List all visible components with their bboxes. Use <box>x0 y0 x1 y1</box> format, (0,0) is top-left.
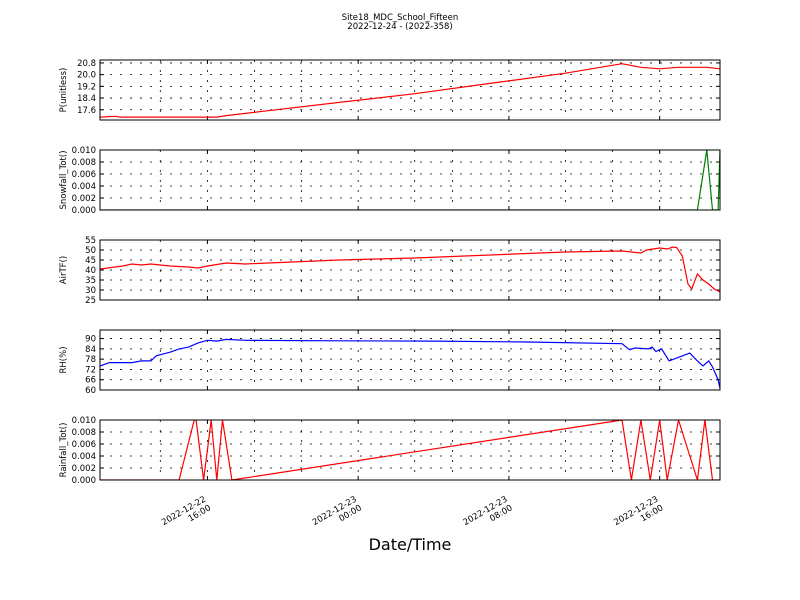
series-line-rainfall <box>100 420 720 480</box>
x-axis-label: Date/Time <box>369 535 452 554</box>
y-tick-label: 18.4 <box>77 94 96 104</box>
y-tick-label: 25 <box>85 296 96 306</box>
panel-snowfall: 0.000 0.002 0.004 0.006 0.008 0.010Snowfall_T… <box>59 146 721 216</box>
y-tick-label: 0.004 <box>72 182 96 192</box>
series-line-snowfall <box>100 150 720 210</box>
chart-subtitle: 2022-12-24 - (2022-358) <box>347 22 452 32</box>
series-line-rh <box>100 338 720 389</box>
y-tick-label: 0.006 <box>72 170 96 180</box>
y-axis-label: AirTF() <box>59 256 69 284</box>
y-tick-label: 0.008 <box>72 428 96 438</box>
y-tick-label: 50 <box>85 246 96 256</box>
y-tick-label: 0.004 <box>72 452 96 462</box>
y-tick-label: 0.002 <box>72 464 96 474</box>
axes-frame <box>99 329 721 391</box>
y-tick-label: 0.008 <box>72 158 96 168</box>
y-tick-label: 35 <box>85 276 96 286</box>
panel-p: 17.6 18.4 19.220.0 20.8 P(unitless) <box>59 59 721 121</box>
axes-frame <box>99 419 721 481</box>
y-tick-label: 19.2 <box>77 82 96 92</box>
panel-rainfall: 0.000 0.002 0.004 0.006 0.008 0.010Rainfall_T… <box>59 416 721 486</box>
y-tick-label: 55 <box>85 236 96 246</box>
y-tick-label: 0.010 <box>72 146 96 156</box>
y-axis-label: P(unitless) <box>59 68 69 113</box>
axes-frame <box>99 239 721 301</box>
y-axis-label: Rainfall_Tot() <box>59 423 69 478</box>
y-axis-label: Snowfall_Tot() <box>59 150 69 209</box>
y-axis-label: RH(%) <box>59 346 69 373</box>
axes-frame <box>99 59 721 121</box>
series-line-p <box>100 63 720 118</box>
y-tick-label: 17.6 <box>77 106 96 116</box>
y-tick-label: 30 <box>85 286 96 296</box>
y-tick-label: 90 <box>85 335 96 345</box>
y-tick-label: 0.010 <box>72 416 96 426</box>
panels-group: 17.618.419.220.020.8P(unitless)0.0000.00… <box>59 59 721 486</box>
axes-frame <box>99 149 721 211</box>
y-tick-label: 0.000 <box>72 206 96 216</box>
y-tick-label: 60 <box>85 386 96 396</box>
y-tick-label: 72 <box>85 365 96 375</box>
series-line-airtf <box>100 246 720 293</box>
y-tick-label: 66 <box>85 376 96 386</box>
y-tick-label: 20.8 <box>77 59 96 69</box>
y-tick-label: 78 <box>85 355 96 365</box>
y-tick-label: 45 <box>85 256 96 266</box>
y-tick-label: 0.000 <box>72 476 96 486</box>
y-tick-label: 0.006 <box>72 440 96 450</box>
y-tick-label: 20.0 <box>77 71 96 81</box>
y-tick-label: 84 <box>85 345 96 355</box>
chart-title: Site18_MDC_School_Fifteen <box>342 13 459 23</box>
y-tick-label: 40 <box>85 266 96 276</box>
y-tick-label: 0.002 <box>72 194 96 204</box>
